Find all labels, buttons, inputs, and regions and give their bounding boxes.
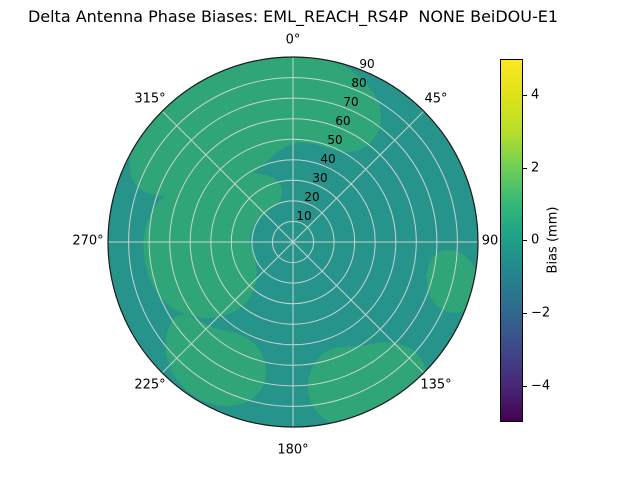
colorbar-axis-label: Bias (mm) [545, 206, 561, 274]
theta-tick-label: 225° [134, 377, 166, 393]
polar-spine [107, 56, 479, 428]
chart-title: Delta Antenna Phase Biases: EML_REACH_RS… [27, 7, 559, 26]
colorbar-tick [523, 95, 527, 96]
bias-patch [143, 172, 282, 319]
r-tick-label: 60 [335, 114, 351, 128]
colorbar-tick-label: −4 [531, 378, 551, 394]
r-tick-label: 80 [351, 76, 367, 90]
colorbar-tick-label: 0 [531, 232, 540, 248]
bias-patch [307, 342, 426, 427]
r-tick-label: 10 [296, 209, 312, 223]
r-tick-label: 70 [343, 95, 359, 109]
r-tick-label: 50 [327, 133, 343, 147]
colorbar-tick-label: 2 [531, 160, 540, 176]
colorbar-tick [523, 240, 527, 241]
theta-tick-label: 270° [72, 233, 104, 249]
r-tick-label: 40 [320, 152, 336, 166]
colorbar-tick [523, 313, 527, 314]
colorbar-tick-label: 4 [531, 87, 540, 103]
colorbar [500, 59, 523, 422]
r-tick-label: 30 [312, 171, 328, 185]
polar-grid [108, 57, 478, 427]
r-tick-label: 90 [359, 57, 375, 71]
bias-patch [165, 314, 267, 406]
r-tick-label: 20 [304, 190, 320, 204]
theta-tick-label: 180° [277, 442, 309, 458]
colorbar-tick-label: −2 [531, 305, 551, 321]
theta-tick-label: 0° [285, 32, 301, 48]
colorbar-tick [523, 386, 527, 387]
theta-tick-label: 135° [420, 377, 452, 393]
theta-tick-label: 315° [134, 91, 166, 107]
theta-tick-label: 90 [481, 233, 499, 249]
theta-tick-label: 45° [424, 91, 448, 107]
colorbar-tick [523, 168, 527, 169]
